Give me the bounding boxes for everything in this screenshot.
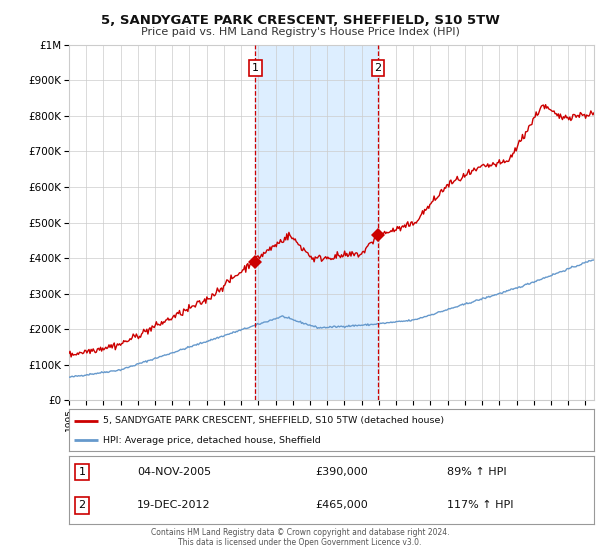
Text: HPI: Average price, detached house, Sheffield: HPI: Average price, detached house, Shef… [103,436,321,445]
Bar [256,45,378,400]
Text: This data is licensed under the Open Government Licence v3.0.: This data is licensed under the Open Gov… [178,538,422,547]
Text: 1: 1 [79,467,86,477]
Text: 5, SANDYGATE PARK CRESCENT, SHEFFIELD, S10 5TW (detached house): 5, SANDYGATE PARK CRESCENT, SHEFFIELD, S… [103,416,444,425]
Text: 5, SANDYGATE PARK CRESCENT, SHEFFIELD, S10 5TW: 5, SANDYGATE PARK CRESCENT, SHEFFIELD, S… [101,14,499,27]
Text: 19-DEC-2012: 19-DEC-2012 [137,501,211,511]
Text: 1: 1 [252,63,259,73]
Text: £390,000: £390,000 [316,467,368,477]
Text: 117% ↑ HPI: 117% ↑ HPI [447,501,514,511]
Text: 89% ↑ HPI: 89% ↑ HPI [447,467,506,477]
Text: 04-NOV-2005: 04-NOV-2005 [137,467,211,477]
Text: Contains HM Land Registry data © Crown copyright and database right 2024.: Contains HM Land Registry data © Crown c… [151,528,449,536]
Text: £465,000: £465,000 [316,501,368,511]
Text: 2: 2 [374,63,382,73]
Text: 2: 2 [79,501,86,511]
Text: Price paid vs. HM Land Registry's House Price Index (HPI): Price paid vs. HM Land Registry's House … [140,27,460,37]
